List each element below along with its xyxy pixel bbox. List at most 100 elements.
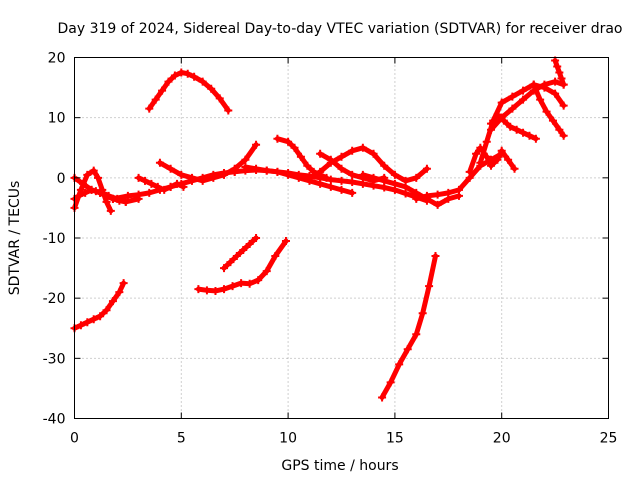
data-point (559, 80, 568, 89)
series-track-i (241, 163, 357, 197)
data-point (487, 119, 496, 128)
y-tick-label: 10 (48, 111, 66, 127)
series-line (360, 172, 462, 208)
data-point (106, 206, 115, 215)
x-tick-label: 25 (600, 431, 618, 447)
data-point (245, 240, 254, 249)
data-point (115, 288, 124, 297)
data-point (102, 197, 111, 206)
series-track-s (529, 80, 568, 140)
data-point (237, 279, 246, 288)
data-point (241, 155, 250, 164)
data-point (369, 149, 378, 158)
data-point (198, 77, 207, 86)
data-point (551, 77, 560, 86)
x-tick-label: 20 (493, 431, 511, 447)
data-point (476, 158, 485, 167)
y-tick-label: -40 (43, 412, 66, 428)
data-point (140, 176, 149, 185)
series-line (221, 235, 259, 271)
data-point (241, 163, 250, 172)
data-point (337, 185, 346, 194)
data-point (395, 360, 404, 369)
data-point (220, 264, 229, 273)
data-point (529, 80, 538, 89)
data-point (284, 137, 293, 146)
x-tick-label: 0 (70, 431, 79, 447)
data-point (232, 252, 241, 261)
data-point (465, 167, 474, 176)
data-point (348, 170, 357, 179)
data-point (378, 393, 387, 402)
data-point (273, 167, 282, 176)
y-axis-label: SDTVAR / TECUs (7, 181, 23, 296)
series-track-f (145, 68, 233, 115)
data-point (510, 164, 519, 173)
series-track-x (378, 252, 440, 402)
data-point (166, 164, 175, 173)
data-point (296, 152, 305, 161)
y-tick-label: 0 (57, 171, 66, 187)
data-point (412, 330, 421, 339)
data-point (348, 188, 357, 197)
data-point (183, 69, 192, 78)
data-point (271, 252, 280, 261)
data-point (380, 161, 389, 170)
data-point (431, 252, 440, 261)
series-track-r (487, 110, 540, 143)
x-axis-label: GPS time / hours (281, 458, 398, 474)
data-point (412, 173, 421, 182)
data-point (348, 146, 357, 155)
data-point (531, 134, 540, 143)
data-point (369, 173, 378, 182)
data-point (316, 167, 325, 176)
data-point (89, 166, 98, 175)
data-point (134, 173, 143, 182)
y-tick-label: -20 (43, 291, 66, 307)
data-point (542, 107, 551, 116)
y-axis: -40 -30 -20 -10 0 10 20 (43, 51, 609, 428)
data-point (226, 258, 235, 267)
data-point (245, 279, 254, 288)
data-point (519, 95, 528, 104)
data-point (228, 282, 237, 291)
data-point (96, 312, 105, 321)
series-track-e (134, 173, 188, 194)
data-point (322, 173, 331, 182)
data-point (87, 185, 96, 194)
data-point (102, 306, 111, 315)
data-point (487, 161, 496, 170)
data-point (177, 68, 186, 77)
data-point (79, 179, 88, 188)
data-point (239, 246, 248, 255)
data-point (262, 267, 271, 276)
data-point (252, 164, 261, 173)
data-point (337, 152, 346, 161)
data-point (390, 179, 399, 188)
data-point (123, 191, 132, 200)
data-point (220, 285, 229, 294)
data-point (358, 170, 367, 179)
data-point (164, 77, 173, 86)
data-point (93, 173, 102, 182)
data-point (104, 191, 113, 200)
series-line (379, 253, 438, 400)
data-point (422, 191, 431, 200)
data-point (536, 95, 545, 104)
data-point (499, 116, 508, 125)
data-point (525, 131, 534, 140)
data-point (512, 125, 521, 134)
data-point (540, 80, 549, 89)
data-point (215, 94, 224, 103)
x-tick-label: 5 (177, 431, 186, 447)
x-tick-label: 10 (279, 431, 297, 447)
data-point (151, 95, 160, 104)
data-point (108, 194, 117, 203)
data-point (433, 190, 442, 199)
data-point (555, 68, 564, 77)
data-point (160, 185, 169, 194)
data-point (262, 166, 271, 175)
series-track-w (220, 234, 261, 273)
data-point (425, 282, 434, 291)
data-point (76, 321, 85, 330)
